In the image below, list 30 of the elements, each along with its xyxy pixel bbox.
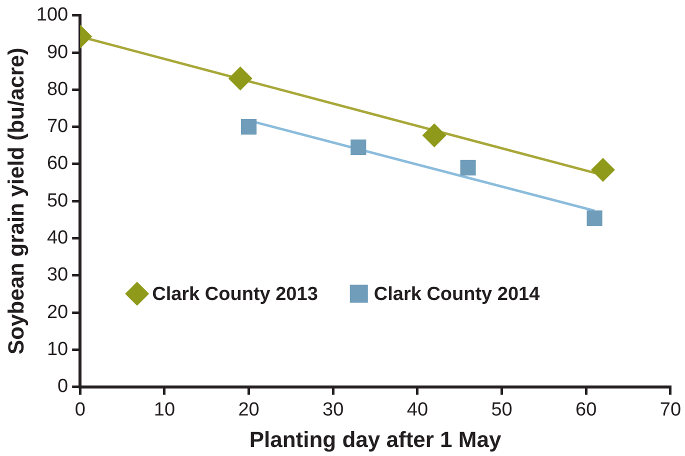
- x-tick-label: 60: [576, 399, 597, 420]
- y-tick-label: 10: [46, 338, 68, 360]
- x-axis-title: Planting day after 1 May: [249, 426, 502, 452]
- point: [240, 119, 257, 135]
- point: [460, 160, 476, 176]
- x-tick-label: 10: [154, 399, 176, 420]
- y-tick-label: 60: [46, 153, 68, 174]
- x-tick-label: 20: [238, 399, 260, 420]
- x-tick-label: 0: [74, 399, 86, 420]
- point: [228, 66, 252, 91]
- point: [590, 158, 615, 182]
- y-tick-label: 80: [46, 78, 68, 100]
- y-tick-label: 20: [46, 302, 68, 323]
- y-tick-label: 90: [46, 42, 68, 63]
- legend-label: Clark County 2013: [152, 284, 318, 306]
- y-tick-label: 40: [46, 227, 68, 248]
- x-tick-label: 70: [660, 399, 682, 420]
- y-tick-label: 30: [46, 264, 68, 286]
- x-tick-label: 40: [406, 399, 428, 420]
- point: [350, 139, 366, 156]
- y-tick-label: 0: [58, 376, 68, 398]
- y-axis-title: Soybean grain yield (bu/acre): [3, 48, 28, 355]
- legend-label: Clark County 2014: [374, 284, 540, 306]
- y-tick-label: 50: [46, 190, 68, 212]
- point: [422, 123, 446, 148]
- x-tick-label: 50: [491, 399, 512, 420]
- y-tick-label: 70: [46, 116, 68, 138]
- x-tick-label: 30: [322, 399, 344, 420]
- point: [586, 210, 602, 226]
- y-tick-label: 100: [36, 4, 68, 26]
